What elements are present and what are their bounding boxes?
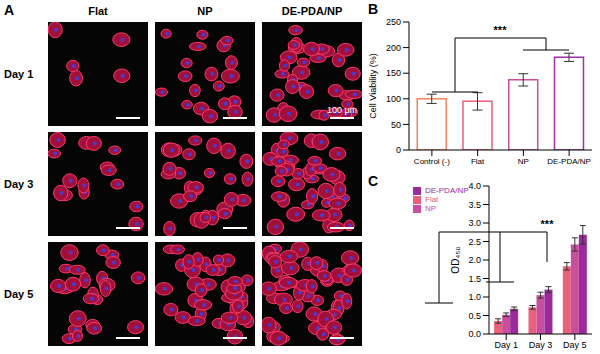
svg-text:200: 200 xyxy=(386,43,401,53)
svg-text:2.0: 2.0 xyxy=(468,255,481,265)
svg-text:1.0: 1.0 xyxy=(468,292,481,302)
html-text:DE-PDA/NP: DE-PDA/NP xyxy=(425,186,469,195)
svg-text:1.5: 1.5 xyxy=(468,274,481,284)
svg-text:0.0: 0.0 xyxy=(468,329,481,339)
svg-text:150: 150 xyxy=(386,68,401,78)
svg-text:50: 50 xyxy=(391,120,401,130)
svg-text:4.0: 4.0 xyxy=(468,181,481,191)
svg-text:Day 1: Day 1 xyxy=(494,340,518,350)
svg-text:0.5: 0.5 xyxy=(468,311,481,321)
svg-text:Day 3: Day 3 xyxy=(4,178,33,190)
svg-text:NP: NP xyxy=(518,157,529,166)
svg-text:DE-PDA/NP: DE-PDA/NP xyxy=(547,157,591,166)
svg-text:***: *** xyxy=(494,24,508,36)
svg-text:0: 0 xyxy=(396,145,401,155)
svg-text:2.5: 2.5 xyxy=(468,237,481,247)
html-text:NP: NP xyxy=(425,204,437,213)
svg-text:Flat: Flat xyxy=(471,157,485,166)
html-text:Flat: Flat xyxy=(425,195,439,204)
svg-text:3.0: 3.0 xyxy=(468,218,481,228)
svg-text:Day 5: Day 5 xyxy=(563,340,587,350)
svg-text:***: *** xyxy=(541,218,555,230)
svg-text:C: C xyxy=(368,173,378,189)
svg-text:NP: NP xyxy=(197,5,212,17)
svg-text:A: A xyxy=(4,2,14,18)
svg-text:100 μm: 100 μm xyxy=(327,105,357,115)
svg-text:B: B xyxy=(368,1,378,17)
svg-text:DE-PDA/NP: DE-PDA/NP xyxy=(282,5,343,17)
svg-text:Day 3: Day 3 xyxy=(529,340,553,350)
svg-text:250: 250 xyxy=(386,17,401,27)
svg-text:Flat: Flat xyxy=(88,5,108,17)
svg-text:3.5: 3.5 xyxy=(468,200,481,210)
svg-text:Cell Viability (%): Cell Viability (%) xyxy=(368,53,378,118)
svg-text:Day 1: Day 1 xyxy=(4,68,33,80)
svg-text:OD₄₅₀: OD₄₅₀ xyxy=(450,246,461,273)
svg-text:100: 100 xyxy=(386,94,401,104)
svg-text:Day 5: Day 5 xyxy=(4,288,33,300)
svg-text:Control (-): Control (-) xyxy=(414,157,450,166)
